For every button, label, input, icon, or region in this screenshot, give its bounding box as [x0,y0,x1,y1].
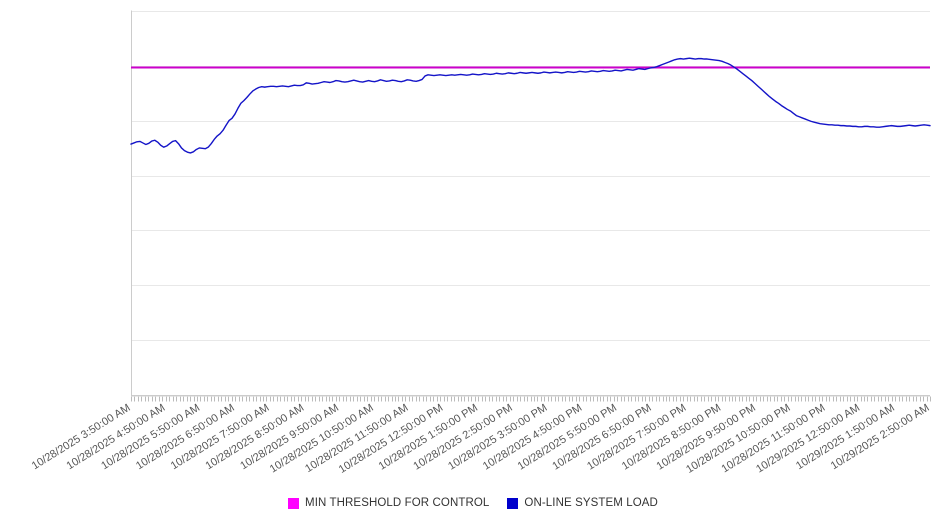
legend-swatch-min-threshold-for-control [288,497,300,509]
x-axis-minor-ticks [131,396,931,402]
legend-swatch-on-line-system-load [507,497,519,509]
axes [131,10,930,396]
legend-label-on-line-system-load: ON-LINE SYSTEM LOAD [524,497,658,509]
series-lines [130,57,931,154]
gridlines [131,11,930,397]
legend-label-min-threshold-for-control: MIN THRESHOLD FOR CONTROL [305,497,490,509]
legend-item-on-line-system-load[interactable]: ON-LINE SYSTEM LOAD [507,497,658,509]
series-path-on-line-system-load [130,57,931,154]
chart-legend: MIN THRESHOLD FOR CONTROL ON-LINE SYSTEM… [0,497,946,509]
legend-item-min-threshold-for-control[interactable]: MIN THRESHOLD FOR CONTROL [288,497,489,509]
